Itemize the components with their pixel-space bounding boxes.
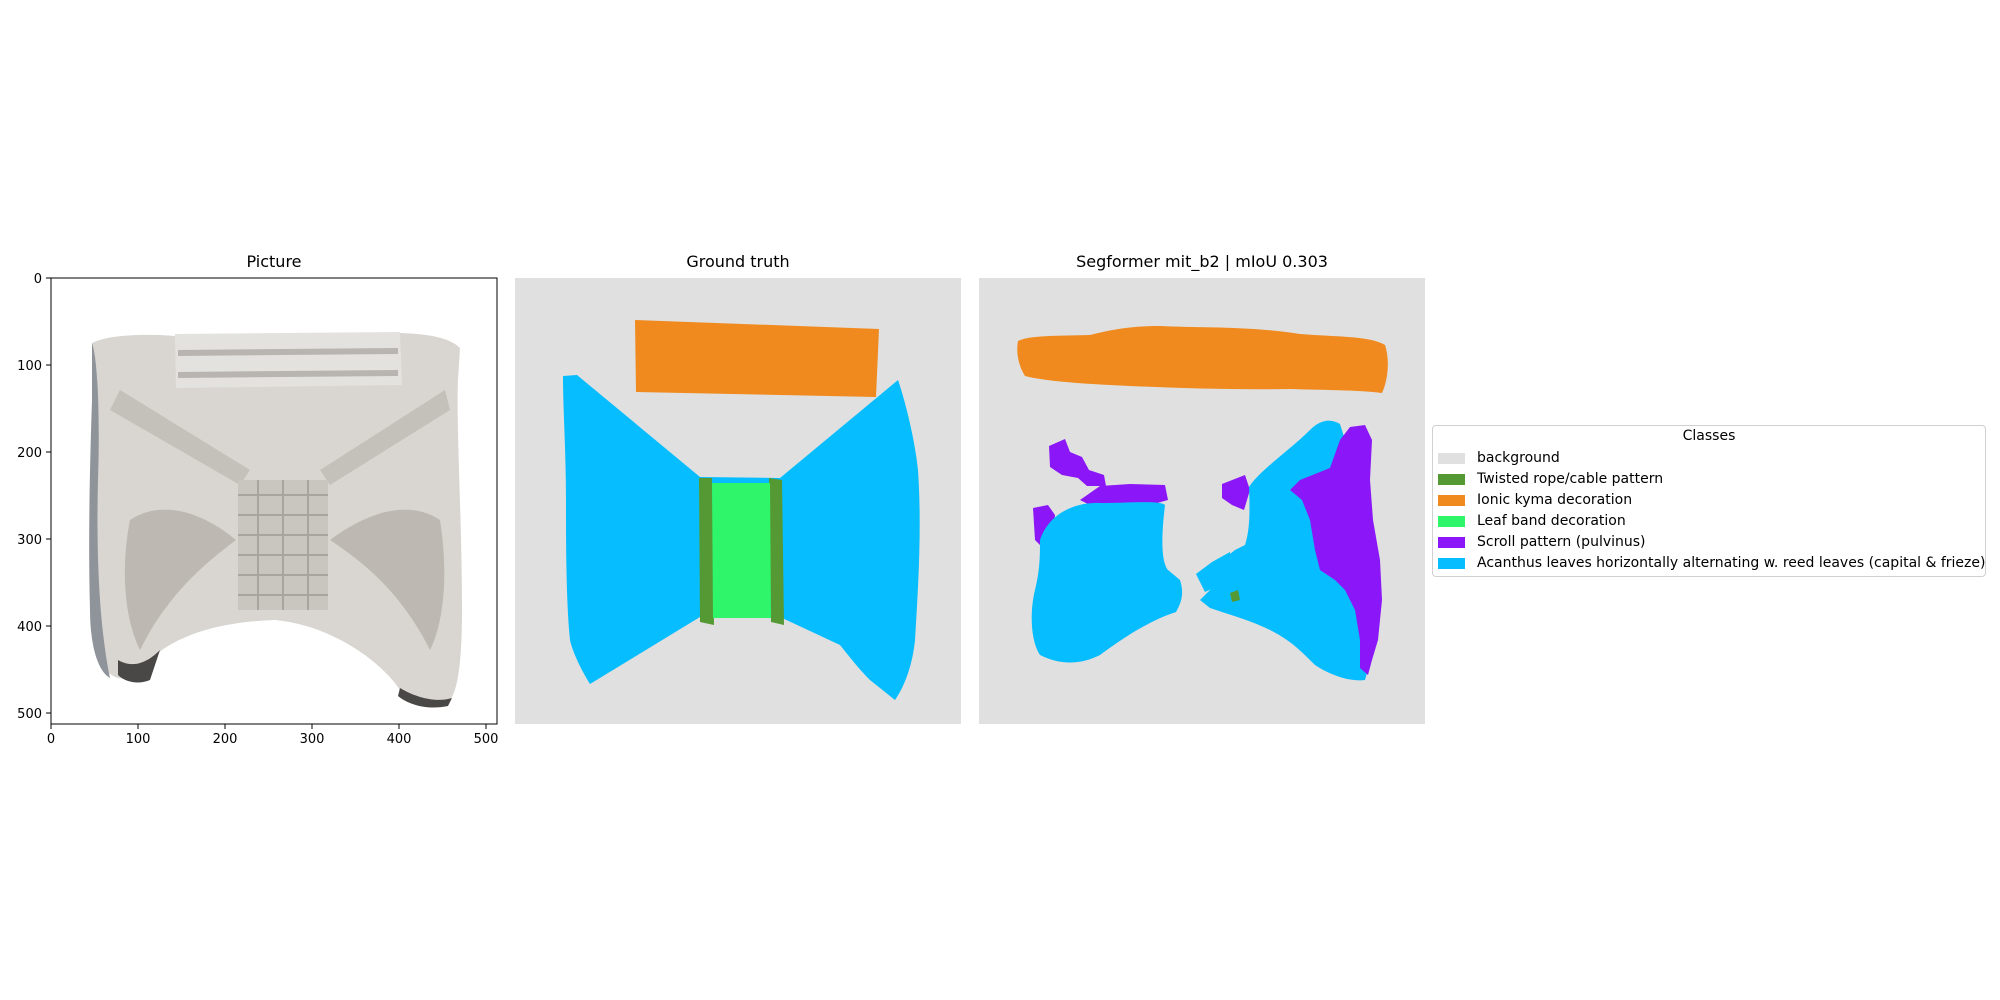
gt-rope-left-region: [699, 478, 714, 625]
picture-y-axis: 0 100 200 300 400 500: [17, 272, 51, 722]
x-tick-label: 300: [300, 732, 325, 747]
legend-label: Scroll pattern (pulvinus): [1477, 534, 1646, 550]
gt-rope-right-region: [769, 478, 784, 625]
legend-swatch: [1438, 473, 1465, 485]
picture-axes-frame: [50, 277, 498, 725]
legend-item-background: background: [1438, 448, 1560, 468]
legend-label: Twisted rope/cable pattern: [1477, 471, 1664, 487]
legend-swatch: [1438, 515, 1465, 527]
legend: Classes background Twisted rope/cable pa…: [1432, 425, 1986, 577]
capital-photo: [89, 332, 462, 708]
y-tick-label: 200: [17, 446, 42, 461]
legend-item-acanthus: Acanthus leaves horizontally alternating…: [1438, 553, 1985, 573]
pred-rope-region: [1230, 590, 1240, 602]
pred-ionic-kyma-region: [1017, 326, 1388, 393]
legend-swatch: [1438, 452, 1465, 464]
legend-item-rope: Twisted rope/cable pattern: [1438, 469, 1663, 489]
ground-truth-panel-title: Ground truth: [686, 252, 790, 271]
legend-item-scroll: Scroll pattern (pulvinus): [1438, 532, 1646, 552]
y-tick-label: 0: [34, 272, 42, 287]
legend-swatch: [1438, 557, 1465, 569]
pred-acanthus-region: [1031, 502, 1183, 663]
x-tick-label: 100: [126, 732, 151, 747]
gt-leaf-band-region: [712, 483, 771, 618]
pred-scroll-region: [1080, 484, 1168, 505]
x-tick-label: 200: [213, 732, 238, 747]
legend-item-ionic-kyma: Ionic kyma decoration: [1438, 490, 1632, 510]
pred-scroll-region: [1222, 475, 1250, 510]
legend-label: Leaf band decoration: [1477, 513, 1626, 529]
x-tick-label: 400: [387, 732, 412, 747]
legend-title: Classes: [1682, 428, 1736, 444]
picture-x-axis: 0 100 200 300 400 500: [47, 724, 499, 747]
y-tick-label: 100: [17, 359, 42, 374]
legend-label: Ionic kyma decoration: [1477, 492, 1633, 508]
ground-truth-panel: [515, 278, 961, 724]
pred-scroll-region: [1290, 425, 1382, 675]
prediction-panel: [979, 278, 1425, 724]
pred-scroll-region: [1049, 439, 1106, 486]
legend-swatch: [1438, 494, 1465, 506]
x-tick-label: 0: [47, 732, 55, 747]
legend-label: Acanthus leaves horizontally alternating…: [1477, 555, 1986, 571]
prediction-panel-title: Segformer mit_b2 | mIoU 0.303: [1076, 252, 1328, 271]
y-tick-label: 500: [17, 707, 42, 722]
x-tick-label: 500: [474, 732, 499, 747]
legend-label: background: [1477, 450, 1560, 466]
picture-panel-title: Picture: [246, 252, 302, 271]
y-tick-label: 300: [17, 533, 42, 548]
y-tick-label: 400: [17, 620, 42, 635]
picture-panel: 0 100 200 300 400 500 0 100 200 300 400 …: [17, 272, 498, 747]
legend-swatch: [1438, 536, 1465, 548]
legend-item-leaf-band: Leaf band decoration: [1438, 511, 1626, 531]
pred-acanthus-region: [1196, 552, 1232, 592]
gt-ionic-kyma-region: [635, 320, 879, 397]
